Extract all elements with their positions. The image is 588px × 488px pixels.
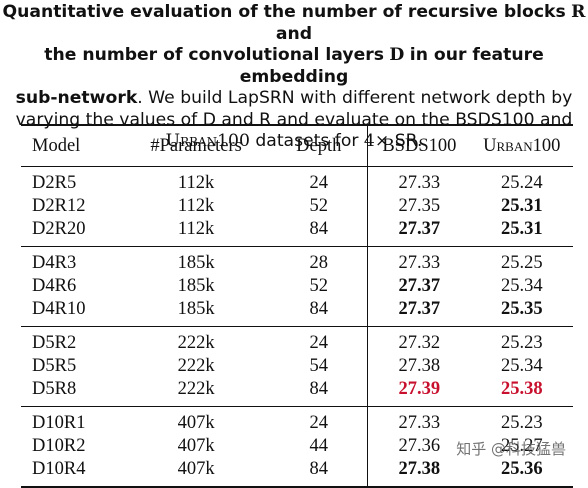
urban100-cell: 25.25 [500,253,543,273]
table-row: D5R2 222k 24 27.32 25.23 [21,326,573,355]
depth-cell: 24 [309,173,329,193]
caption-line-1: Quantitative evaluation of the number of… [2,2,586,44]
table-row: D2R5 112k 24 27.33 25.24 [21,166,573,195]
bsds100-cell: 27.33 [367,166,471,195]
table-row: D10R2 407k 44 27.36 25.27 [21,435,573,458]
urban100-cell: 25.27 [500,436,543,456]
header-model: Model [32,136,81,156]
parameters-cell: 112k [177,219,215,239]
table-row: D2R12 112k 52 27.35 25.31 [21,195,573,218]
urban100-cell: 25.31 [500,196,543,216]
parameters-cell: 407k [177,436,215,456]
header-depth: Depth [296,136,342,156]
urban100-cell: 25.34 [500,356,543,376]
table-row: D10R1 407k 24 27.33 25.23 [21,406,573,435]
model-cell: D2R5 [32,173,77,193]
caption-line-3: sub-network. We build LapSRN with differ… [15,88,573,108]
bsds100-cell: 27.38 [367,458,471,487]
table-row: D4R3 185k 28 27.33 25.25 [21,246,573,275]
model-cell: D5R5 [32,356,77,376]
depth-cell: 44 [309,436,329,456]
bsds100-cell: 27.33 [367,246,471,275]
parameters-cell: 185k [177,276,215,296]
model-cell: D10R4 [32,459,86,479]
model-cell: D10R2 [32,436,86,456]
urban100-cell: 25.34 [500,276,543,296]
table-row: D5R5 222k 54 27.38 25.34 [21,355,573,378]
parameters-cell: 222k [177,379,215,399]
table-row: D4R10 185k 84 27.37 25.35 [21,298,573,327]
bsds100-cell: 27.38 [367,355,471,378]
urban100-cell: 25.31 [500,219,543,239]
model-cell: D10R1 [32,413,86,433]
depth-cell: 54 [309,356,329,376]
bsds100-cell: 27.35 [367,195,471,218]
urban100-cell: 25.36 [500,459,543,479]
model-cell: D2R20 [32,219,86,239]
parameters-cell: 112k [177,196,215,216]
table-row: D4R6 185k 52 27.37 25.34 [21,275,573,298]
caption-line-2: the number of convolutional layers D in … [44,45,544,87]
depth-cell: 24 [309,333,329,353]
bsds100-cell: 27.37 [367,218,471,247]
header-parameters: #Parameters [150,136,242,156]
bsds100-cell: 27.32 [367,326,471,355]
header-urban100: Urban100 [483,136,561,156]
table-header-row: Model #Parameters Depth BSDS100 Urban100 [21,125,573,167]
depth-cell: 52 [309,196,329,216]
watermark: 知乎 @科技猛兽 [456,440,566,458]
bsds100-cell: 27.39 [367,378,471,407]
depth-cell: 28 [309,253,329,273]
depth-cell: 24 [309,413,329,433]
model-cell: D4R3 [32,253,77,273]
depth-cell: 84 [309,299,329,319]
table-row: D10R4 407k 84 27.38 25.36 [21,458,573,487]
urban100-cell: 25.35 [500,299,543,319]
urban100-cell: 25.23 [500,413,543,433]
bsds100-cell: 27.37 [367,275,471,298]
parameters-cell: 407k [177,459,215,479]
parameters-cell: 222k [177,333,215,353]
caption-line-4: varying the values of D and R and evalua… [15,109,573,130]
depth-cell: 84 [309,379,329,399]
bsds100-cell: 27.37 [367,298,471,327]
depth-cell: 52 [309,276,329,296]
parameters-cell: 407k [177,413,215,433]
depth-cell: 84 [309,459,329,479]
parameters-cell: 222k [177,356,215,376]
model-cell: D4R10 [32,299,86,319]
model-cell: D5R8 [32,379,77,399]
results-table: Model #Parameters Depth BSDS100 Urban100… [21,124,573,488]
model-cell: D2R12 [32,196,86,216]
model-cell: D5R2 [32,333,77,353]
table-row: D5R8 222k 84 27.39 25.38 [21,378,573,407]
parameters-cell: 112k [177,173,215,193]
parameters-cell: 185k [177,253,215,273]
urban100-cell: 25.24 [500,173,543,193]
depth-cell: 84 [309,219,329,239]
parameters-cell: 185k [177,299,215,319]
header-bsds100: BSDS100 [367,125,471,167]
table-row: D2R20 112k 84 27.37 25.31 [21,218,573,247]
urban100-cell: 25.38 [500,379,543,399]
model-cell: D4R6 [32,276,77,296]
urban100-cell: 25.23 [500,333,543,353]
bsds100-cell: 27.33 [367,406,471,435]
bsds100-cell: 27.36 [367,435,471,458]
results-table-container: Model #Parameters Depth BSDS100 Urban100… [21,124,573,488]
